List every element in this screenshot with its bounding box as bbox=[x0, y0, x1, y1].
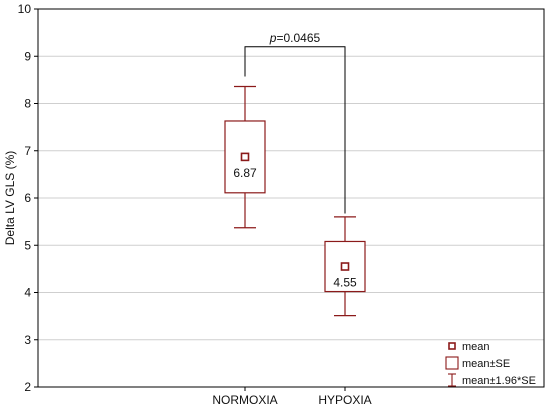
y-tick-label: 4 bbox=[24, 286, 31, 300]
y-tick-label: 3 bbox=[24, 333, 31, 347]
bracket-line bbox=[244, 46, 346, 214]
legend-se-box bbox=[445, 356, 459, 370]
p-value-text: =0.0465 bbox=[276, 31, 320, 45]
box-group: 6.87 bbox=[224, 85, 266, 229]
box-group: 4.55 bbox=[324, 216, 366, 317]
y-tick-label: 8 bbox=[24, 97, 31, 111]
mean-marker bbox=[240, 152, 250, 162]
legend-label: mean±SE bbox=[462, 358, 510, 370]
plot-frame bbox=[37, 8, 545, 388]
y-tick-label: 9 bbox=[24, 49, 31, 63]
y-tick-label: 2 bbox=[24, 380, 31, 394]
y-axis-title: Delta LV GLS (%) bbox=[3, 151, 17, 245]
legend-mean-marker bbox=[448, 342, 456, 350]
legend-item: mean±1.96*SE bbox=[448, 373, 536, 387]
legend: mean mean±SE mean±1.96*SE bbox=[445, 341, 536, 387]
mean-value-label: 4.55 bbox=[333, 276, 357, 290]
y-tick-label: 7 bbox=[24, 144, 31, 158]
x-category-labels: NORMOXIA HYPOXIA bbox=[212, 387, 372, 407]
mean-marker bbox=[340, 262, 350, 271]
y-tick-labels: 2 3 4 5 6 7 8 9 10 bbox=[18, 2, 38, 394]
p-symbol: p bbox=[269, 31, 277, 45]
legend-label: mean±1.96*SE bbox=[462, 375, 536, 387]
p-value-label: p=0.0465 bbox=[269, 31, 321, 45]
legend-label: mean bbox=[462, 341, 490, 353]
mean-value-label: 6.87 bbox=[233, 166, 257, 180]
y-tick-label: 5 bbox=[24, 238, 31, 252]
y-tick-label: 6 bbox=[24, 191, 31, 205]
legend-item: mean±SE bbox=[445, 356, 510, 370]
y-tick-label: 10 bbox=[18, 2, 32, 16]
legend-item: mean bbox=[448, 341, 490, 353]
x-category-label: NORMOXIA bbox=[212, 393, 277, 407]
gridlines bbox=[38, 55, 544, 341]
x-category-label: HYPOXIA bbox=[318, 393, 371, 407]
box-series: 6.87 4.55 bbox=[224, 85, 366, 317]
significance-bracket: p=0.0465 bbox=[244, 31, 346, 214]
